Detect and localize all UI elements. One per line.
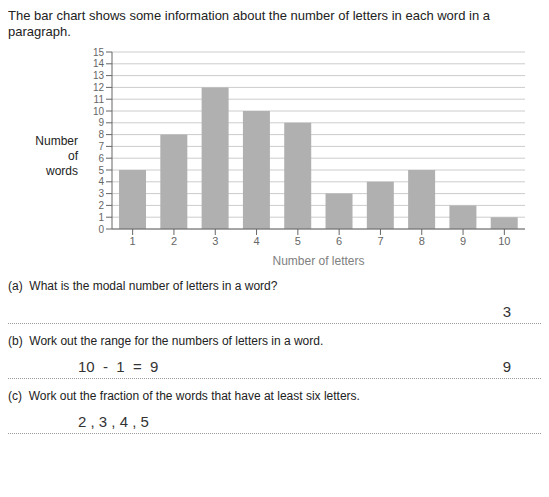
svg-text:9: 9 [98,117,104,128]
svg-text:12: 12 [93,82,105,93]
svg-text:5: 5 [295,235,301,247]
svg-text:6: 6 [336,235,342,247]
html-text:Number: Number [35,134,78,148]
svg-text:3: 3 [212,235,218,247]
svg-text:8: 8 [98,129,104,140]
html-text:10 - 1 = 9: 10 - 1 = 9 [78,358,159,375]
svg-text:11: 11 [94,94,105,105]
svg-text:Number of letters: Number of letters [272,254,364,268]
svg-text:4: 4 [98,176,104,187]
html-text:of: of [68,149,78,163]
svg-text:7: 7 [98,141,104,152]
svg-text:13: 13 [93,70,105,81]
svg-text:4: 4 [253,235,259,247]
svg-text:6: 6 [98,153,104,164]
svg-text:7: 7 [377,235,383,247]
html-text:(b) Work out the range for the: (b) Work out the range for the numbers o… [8,334,324,348]
html-text:9: 9 [502,358,511,375]
html-text:2 , 3 , 4 , 5: 2 , 3 , 4 , 5 [78,413,149,430]
html-text:words: words [46,164,78,178]
svg-text:0: 0 [98,224,104,235]
html-text:3: 3 [502,303,511,320]
svg-text:8: 8 [419,235,425,247]
svg-text:9: 9 [460,235,466,247]
svg-text:5: 5 [98,165,104,176]
svg-text:1: 1 [98,212,104,223]
svg-text:15: 15 [93,47,105,58]
html-text:(c) Work out the fraction of t: (c) Work out the fraction of the words t… [8,389,360,403]
svg-text:10: 10 [498,235,510,247]
svg-text:14: 14 [93,58,105,69]
html-text:(a) What is the modal number o: (a) What is the modal number of letters … [8,279,278,293]
svg-text:2: 2 [171,235,177,247]
html-text:The bar chart shows some infor: The bar chart shows some information abo… [8,8,490,39]
svg-text:3: 3 [98,188,104,199]
svg-text:1: 1 [130,235,136,247]
svg-text:10: 10 [93,106,105,117]
svg-text:2: 2 [98,200,104,211]
